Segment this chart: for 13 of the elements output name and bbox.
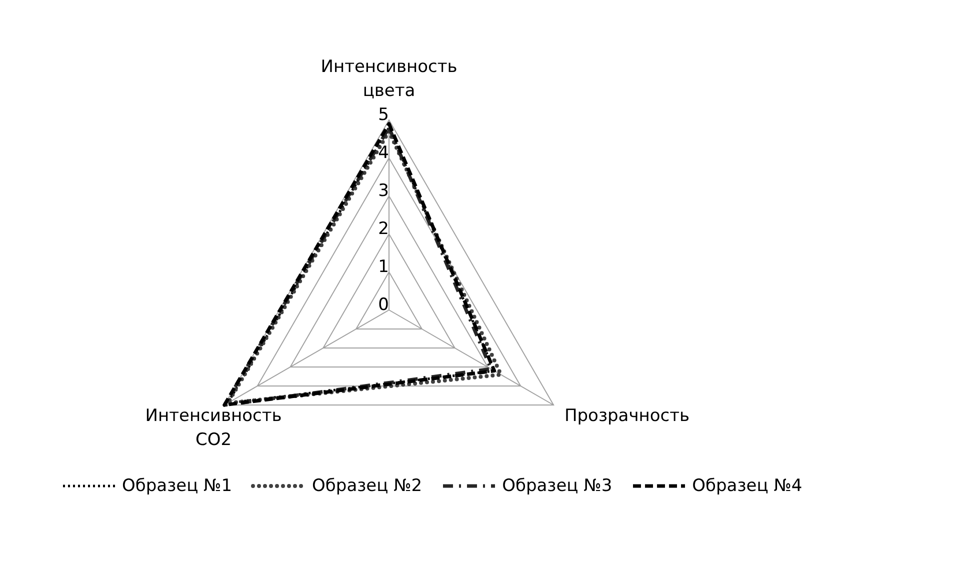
legend-label: Образец №4 (692, 476, 802, 496)
y-tick-label: 4 (378, 143, 389, 163)
y-tick-label: 0 (378, 295, 389, 315)
legend-label: Образец №1 (122, 476, 232, 496)
y-tick-label: 5 (378, 105, 389, 125)
spoke-label: Прозрачность (564, 406, 690, 426)
legend-label: Образец №3 (502, 476, 612, 496)
legend-label: Образец №2 (312, 476, 422, 496)
y-tick-label: 2 (378, 219, 389, 239)
y-tick-label: 3 (378, 181, 389, 201)
spoke-label: Интенсивность цвета (320, 57, 458, 101)
y-tick-label: 1 (378, 257, 389, 277)
spoke-label: Интенсивность CO2 (145, 406, 282, 450)
